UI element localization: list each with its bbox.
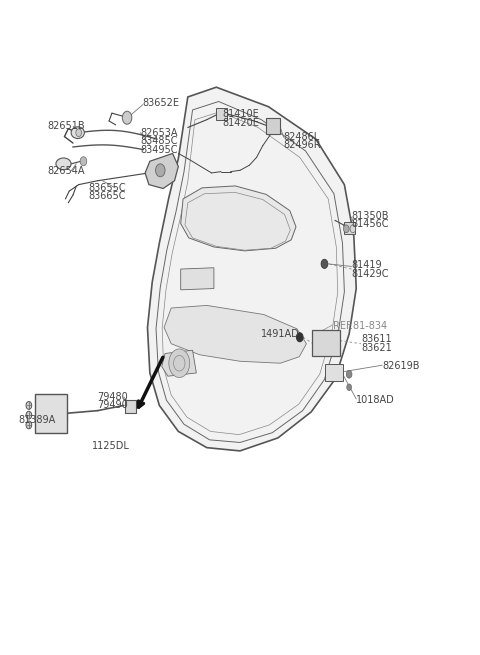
Circle shape xyxy=(156,164,165,177)
Text: 79480: 79480 xyxy=(97,392,129,402)
Text: 81420E: 81420E xyxy=(222,118,259,128)
Text: 83611: 83611 xyxy=(361,334,392,344)
Text: 83652E: 83652E xyxy=(143,98,180,109)
Circle shape xyxy=(346,370,352,378)
Circle shape xyxy=(26,411,32,419)
Bar xyxy=(266,119,280,134)
Ellipse shape xyxy=(56,158,71,170)
Polygon shape xyxy=(164,305,306,364)
Polygon shape xyxy=(147,87,356,451)
Circle shape xyxy=(297,333,303,342)
Text: 83485C: 83485C xyxy=(140,136,178,146)
Text: 1491AD: 1491AD xyxy=(261,329,300,339)
Circle shape xyxy=(343,225,349,233)
Text: 82654A: 82654A xyxy=(48,166,85,176)
Text: 82653A: 82653A xyxy=(140,128,178,138)
Bar xyxy=(35,394,67,433)
Circle shape xyxy=(80,157,87,166)
Circle shape xyxy=(169,349,190,377)
Text: 81419: 81419 xyxy=(351,260,382,270)
Text: 81456C: 81456C xyxy=(351,219,389,229)
Polygon shape xyxy=(145,153,179,189)
Text: 1125DL: 1125DL xyxy=(92,441,130,451)
Polygon shape xyxy=(180,186,296,251)
Polygon shape xyxy=(180,268,214,290)
Circle shape xyxy=(347,384,351,390)
Text: 79490: 79490 xyxy=(97,400,129,411)
Circle shape xyxy=(122,111,132,124)
Text: 83621: 83621 xyxy=(361,343,392,352)
Text: 82496R: 82496R xyxy=(284,140,321,150)
Text: 81429C: 81429C xyxy=(351,269,389,278)
Bar xyxy=(312,330,340,356)
Text: 81410E: 81410E xyxy=(222,109,259,119)
Bar xyxy=(125,400,136,413)
Bar xyxy=(216,108,227,120)
Circle shape xyxy=(26,402,32,409)
Text: 83665C: 83665C xyxy=(88,191,126,201)
Text: 1018AD: 1018AD xyxy=(356,395,395,405)
Circle shape xyxy=(321,259,328,269)
Text: 81350B: 81350B xyxy=(351,211,389,221)
Text: 81389A: 81389A xyxy=(18,415,55,424)
Text: 83655C: 83655C xyxy=(88,183,126,193)
Polygon shape xyxy=(162,350,196,376)
Text: 82619B: 82619B xyxy=(383,362,420,371)
Circle shape xyxy=(76,129,82,136)
Ellipse shape xyxy=(71,127,84,138)
Bar xyxy=(344,222,355,234)
Bar xyxy=(325,364,343,381)
Text: REF.81-834: REF.81-834 xyxy=(333,321,387,331)
Text: 83495C: 83495C xyxy=(140,145,178,155)
Circle shape xyxy=(26,421,32,429)
Text: 82486L: 82486L xyxy=(284,132,320,141)
Text: 82651B: 82651B xyxy=(48,121,85,131)
